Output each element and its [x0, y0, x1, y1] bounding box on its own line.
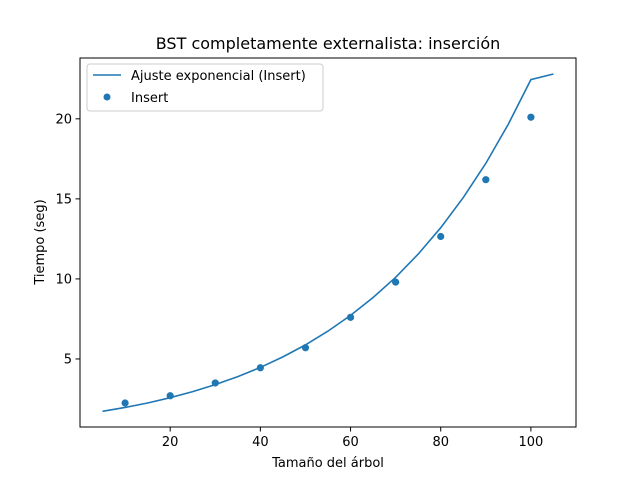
- legend: Ajuste exponencial (Insert) Insert: [86, 63, 324, 112]
- x-axis-label: Tamaño del árbol: [271, 456, 384, 471]
- x-tick-label: 20: [162, 435, 179, 450]
- x-tick-label: 100: [518, 435, 543, 450]
- chart-title: BST completamente externalista: inserció…: [156, 34, 501, 53]
- series-line-fit: [102, 73, 554, 413]
- data-point-insert: [301, 344, 310, 352]
- x-tick-label: 80: [432, 435, 449, 450]
- plot-layer: [102, 73, 554, 413]
- x-tick-label: 60: [342, 435, 359, 450]
- y-axis: 5 10 15 20: [55, 112, 80, 367]
- y-tick-label: 20: [55, 112, 72, 127]
- x-tick-label: 40: [252, 435, 269, 450]
- x-axis: 20 40 60 80 100: [162, 427, 543, 450]
- y-tick-label: 10: [55, 272, 72, 287]
- data-point-insert: [211, 379, 219, 387]
- data-point-insert: [437, 232, 445, 241]
- plot-frame: [79, 57, 577, 428]
- y-tick-label: 15: [55, 192, 72, 207]
- data-point-insert: [482, 176, 490, 184]
- legend-label-fit: Ajuste exponencial (Insert): [131, 69, 306, 84]
- legend-label-insert: Insert: [131, 91, 168, 106]
- data-point-insert: [527, 113, 535, 121]
- y-axis-label: Tiempo (seg): [33, 199, 48, 285]
- data-point-insert: [121, 399, 129, 407]
- data-point-insert: [392, 278, 400, 286]
- data-point-insert: [346, 313, 355, 321]
- data-point-insert: [256, 364, 264, 372]
- legend-box: [86, 63, 324, 112]
- legend-marker-swatch: [103, 93, 111, 101]
- data-point-insert: [166, 392, 174, 400]
- y-tick-label: 5: [64, 352, 72, 367]
